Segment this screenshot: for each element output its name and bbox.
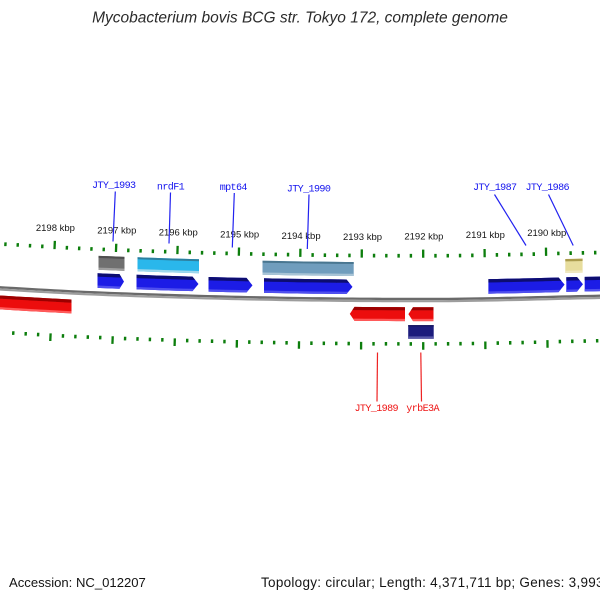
svg-text:2190 kbp: 2190 kbp xyxy=(527,228,566,239)
svg-text:2198 kbp: 2198 kbp xyxy=(36,223,75,234)
svg-text:2195 kbp: 2195 kbp xyxy=(220,229,259,240)
svg-text:Mycobacterium bovis BCG str. T: Mycobacterium bovis BCG str. Tokyo 172, … xyxy=(92,10,508,27)
svg-text:2193 kbp: 2193 kbp xyxy=(343,232,382,243)
svg-text:mpt64: mpt64 xyxy=(220,183,248,194)
svg-text:yrbE3A: yrbE3A xyxy=(406,403,440,415)
svg-text:JTY_1989: JTY_1989 xyxy=(355,404,399,415)
svg-text:nrdF1: nrdF1 xyxy=(157,182,185,194)
svg-text:JTY_1986: JTY_1986 xyxy=(526,183,570,194)
svg-text:JTY_1990: JTY_1990 xyxy=(287,184,331,195)
svg-text:2192 kbp: 2192 kbp xyxy=(404,232,443,243)
svg-text:Topology: circular; Length: 4,: Topology: circular; Length: 4,371,711 bp… xyxy=(261,575,600,590)
svg-text:JTY_1987: JTY_1987 xyxy=(473,183,517,194)
svg-text:2194 kbp: 2194 kbp xyxy=(282,231,321,242)
svg-text:Accession: NC_012207: Accession: NC_012207 xyxy=(9,575,146,590)
svg-text:JTY_1993: JTY_1993 xyxy=(92,181,136,192)
svg-text:2191 kbp: 2191 kbp xyxy=(466,230,505,241)
svg-text:2196 kbp: 2196 kbp xyxy=(159,228,198,239)
svg-text:2197 kbp: 2197 kbp xyxy=(97,226,136,237)
